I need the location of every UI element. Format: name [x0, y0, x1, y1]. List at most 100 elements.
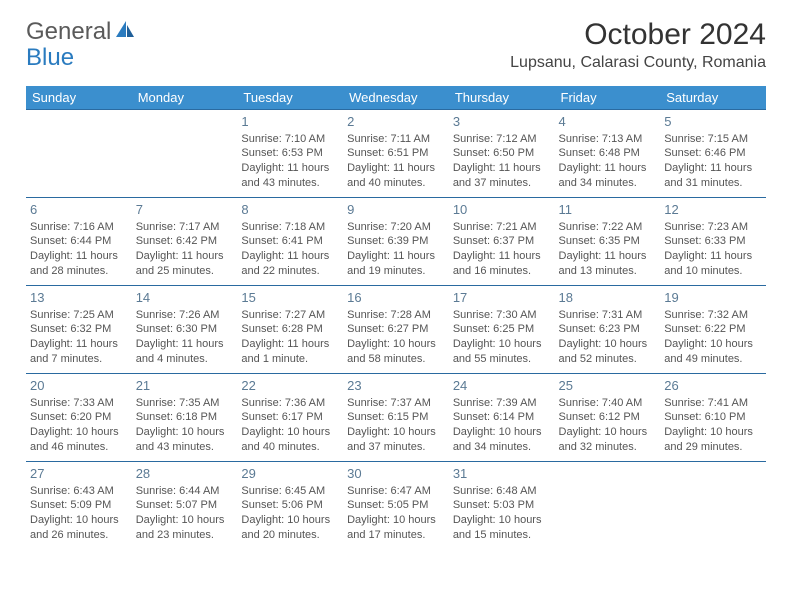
calendar-cell-empty [26, 110, 132, 198]
sunset-line: Sunset: 6:53 PM [241, 146, 339, 161]
day-number: 19 [664, 289, 762, 307]
day-number: 2 [347, 113, 445, 131]
daylight-line: Daylight: 10 hours and 55 minutes. [453, 337, 551, 367]
day-number: 6 [30, 201, 128, 219]
calendar-row: 13Sunrise: 7:25 AMSunset: 6:32 PM Dayligh… [26, 286, 766, 374]
calendar-cell: 8Sunrise: 7:18 AMSunset: 6:41 PMDaylight… [237, 198, 343, 286]
day-number: 30 [347, 465, 445, 483]
daylight-line: Daylight: 10 hours and 17 minutes. [347, 513, 445, 543]
sunset-line: Sunset: 6:32 PM [30, 322, 128, 337]
sunrise-line: Sunrise: 7:33 AM [30, 396, 128, 411]
sunset-line: Sunset: 6:20 PM [30, 410, 128, 425]
sunset-line: Sunset: 6:27 PM [347, 322, 445, 337]
sunrise-line: Sunrise: 7:23 AM [664, 220, 762, 235]
header: General October 2024 Lupsanu, Calarasi C… [26, 18, 766, 72]
day-number: 27 [30, 465, 128, 483]
sunset-line: Sunset: 5:06 PM [241, 498, 339, 513]
calendar-cell: 19Sunrise: 7:32 AMSunset: 6:22 PMDayligh… [660, 286, 766, 374]
sunset-line: Sunset: 6:33 PM [664, 234, 762, 249]
day-number: 12 [664, 201, 762, 219]
calendar-cell: 3Sunrise: 7:12 AMSunset: 6:50 PMDaylight… [449, 110, 555, 198]
calendar-cell: 14Sunrise: 7:26 AMSunset: 6:30 PMDayligh… [132, 286, 238, 374]
daylight-line: Daylight: 10 hours and 43 minutes. [136, 425, 234, 455]
day-number: 24 [453, 377, 551, 395]
daylight-line: Daylight: 11 hours and 37 minutes. [453, 161, 551, 191]
calendar-cell: 7Sunrise: 7:17 AMSunset: 6:42 PMDaylight… [132, 198, 238, 286]
sunset-line: Sunset: 6:35 PM [559, 234, 657, 249]
sunrise-line: Sunrise: 7:36 AM [241, 396, 339, 411]
brand-logo: General [26, 18, 138, 46]
sunrise-line: Sunrise: 7:11 AM [347, 132, 445, 147]
sunrise-line: Sunrise: 7:18 AM [241, 220, 339, 235]
sunrise-line: Sunrise: 7:25 AM [30, 308, 128, 323]
sunrise-line: Sunrise: 7:35 AM [136, 396, 234, 411]
calendar-cell: 30Sunrise: 6:47 AMSunset: 5:05 PMDayligh… [343, 462, 449, 550]
sunrise-line: Sunrise: 7:16 AM [30, 220, 128, 235]
day-number: 3 [453, 113, 551, 131]
sunset-line: Sunset: 5:03 PM [453, 498, 551, 513]
daylight-line: Daylight: 10 hours and 52 minutes. [559, 337, 657, 367]
daylight-line: Daylight: 10 hours and 20 minutes. [241, 513, 339, 543]
sunset-line: Sunset: 6:42 PM [136, 234, 234, 249]
calendar-cell: 20Sunrise: 7:33 AMSunset: 6:20 PMDayligh… [26, 374, 132, 462]
sunset-line: Sunset: 6:44 PM [30, 234, 128, 249]
sunset-line: Sunset: 6:50 PM [453, 146, 551, 161]
sunrise-line: Sunrise: 7:15 AM [664, 132, 762, 147]
day-number: 13 [30, 289, 128, 307]
daylight-line: Daylight: 11 hours and 22 minutes. [241, 249, 339, 279]
calendar-row: 20Sunrise: 7:33 AMSunset: 6:20 PMDayligh… [26, 374, 766, 462]
daylight-line: Daylight: 11 hours and 40 minutes. [347, 161, 445, 191]
daylight-line: Daylight: 11 hours and 28 minutes. [30, 249, 128, 279]
sunrise-line: Sunrise: 7:28 AM [347, 308, 445, 323]
sunrise-line: Sunrise: 6:44 AM [136, 484, 234, 499]
calendar-cell-empty [132, 110, 238, 198]
day-number: 11 [559, 201, 657, 219]
sunrise-line: Sunrise: 7:21 AM [453, 220, 551, 235]
calendar-cell: 16Sunrise: 7:28 AMSunset: 6:27 PMDayligh… [343, 286, 449, 374]
sunset-line: Sunset: 5:09 PM [30, 498, 128, 513]
logo-text-general: General [26, 18, 111, 46]
calendar-cell: 15Sunrise: 7:27 AMSunset: 6:28 PMDayligh… [237, 286, 343, 374]
daylight-line: Daylight: 11 hours and 43 minutes. [241, 161, 339, 191]
sunrise-line: Sunrise: 7:40 AM [559, 396, 657, 411]
calendar-cell-empty [660, 462, 766, 550]
day-number: 31 [453, 465, 551, 483]
sunrise-line: Sunrise: 7:31 AM [559, 308, 657, 323]
sunset-line: Sunset: 6:12 PM [559, 410, 657, 425]
calendar-row: 1Sunrise: 7:10 AMSunset: 6:53 PMDaylight… [26, 110, 766, 198]
daylight-line: Daylight: 11 hours and 10 minutes. [664, 249, 762, 279]
calendar-cell: 18Sunrise: 7:31 AMSunset: 6:23 PMDayligh… [555, 286, 661, 374]
daylight-line: Daylight: 10 hours and 46 minutes. [30, 425, 128, 455]
day-number: 16 [347, 289, 445, 307]
daylight-line: Daylight: 11 hours and 31 minutes. [664, 161, 762, 191]
calendar-cell: 13Sunrise: 7:25 AMSunset: 6:32 PMDayligh… [26, 286, 132, 374]
daylight-line: Daylight: 10 hours and 49 minutes. [664, 337, 762, 367]
sunset-line: Sunset: 6:48 PM [559, 146, 657, 161]
calendar-cell: 31Sunrise: 6:48 AMSunset: 5:03 PMDayligh… [449, 462, 555, 550]
logo-sail-icon [114, 18, 136, 46]
daylight-line: Daylight: 10 hours and 32 minutes. [559, 425, 657, 455]
daylight-line: Daylight: 10 hours and 23 minutes. [136, 513, 234, 543]
day-number: 29 [241, 465, 339, 483]
daylight-line: Daylight: 10 hours and 29 minutes. [664, 425, 762, 455]
daylight-line: Daylight: 10 hours and 58 minutes. [347, 337, 445, 367]
calendar-cell-empty [555, 462, 661, 550]
calendar-cell: 25Sunrise: 7:40 AMSunset: 6:12 PMDayligh… [555, 374, 661, 462]
sunset-line: Sunset: 6:30 PM [136, 322, 234, 337]
calendar-cell: 6Sunrise: 7:16 AMSunset: 6:44 PMDaylight… [26, 198, 132, 286]
sunset-line: Sunset: 6:51 PM [347, 146, 445, 161]
daylight-line: Daylight: 11 hours and 25 minutes. [136, 249, 234, 279]
daylight-line: Daylight: 10 hours and 37 minutes. [347, 425, 445, 455]
day-header: Friday [555, 86, 661, 110]
calendar-cell: 28Sunrise: 6:44 AMSunset: 5:07 PMDayligh… [132, 462, 238, 550]
calendar-cell: 2Sunrise: 7:11 AMSunset: 6:51 PMDaylight… [343, 110, 449, 198]
sunset-line: Sunset: 6:18 PM [136, 410, 234, 425]
daylight-line: Daylight: 11 hours and 19 minutes. [347, 249, 445, 279]
day-number: 10 [453, 201, 551, 219]
day-header: Wednesday [343, 86, 449, 110]
day-number: 1 [241, 113, 339, 131]
day-header-row: SundayMondayTuesdayWednesdayThursdayFrid… [26, 86, 766, 110]
calendar-cell: 21Sunrise: 7:35 AMSunset: 6:18 PMDayligh… [132, 374, 238, 462]
sunrise-line: Sunrise: 6:43 AM [30, 484, 128, 499]
calendar-row: 27Sunrise: 6:43 AMSunset: 5:09 PM Dayligh… [26, 462, 766, 550]
